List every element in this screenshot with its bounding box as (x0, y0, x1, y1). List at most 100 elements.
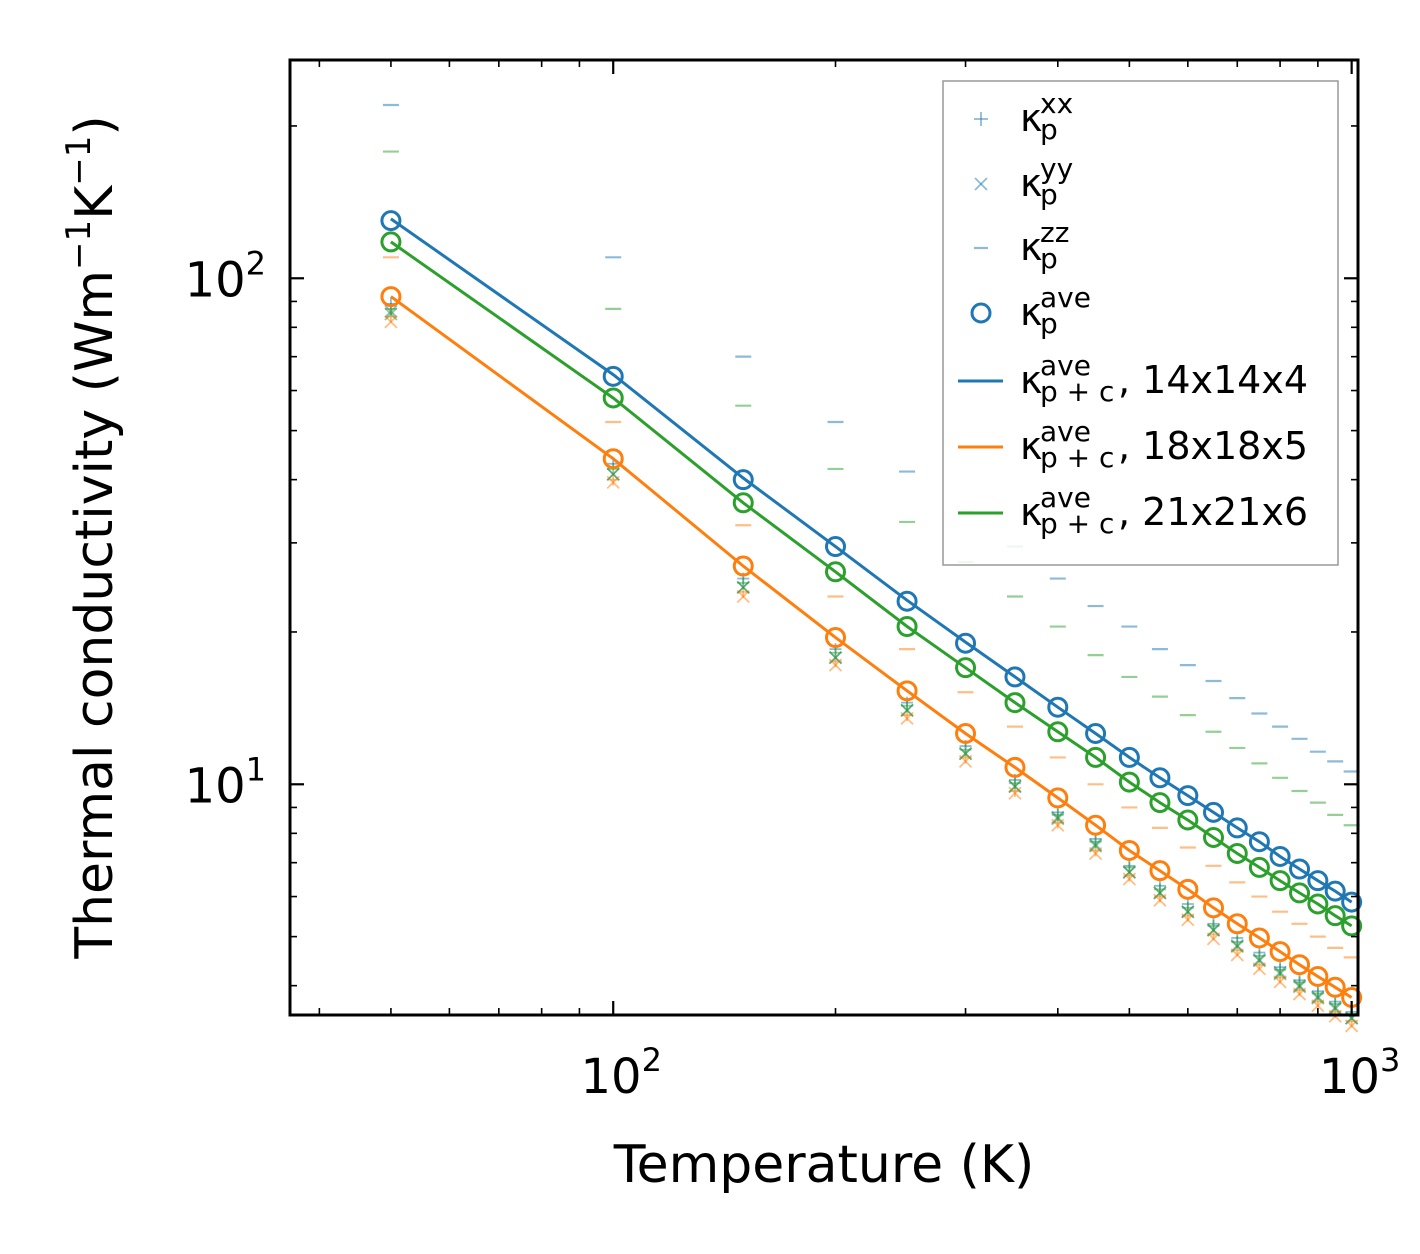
y-axis-label: Thermal conductivity (Wm−1K−1) (59, 115, 125, 959)
kave-points-18x18x5 (380, 286, 1363, 1009)
plot-frame (288, 58, 1360, 1017)
kave-point (602, 365, 624, 387)
kave-point (1004, 692, 1026, 714)
kave-point (1289, 954, 1311, 976)
tick-label-base: 10 (580, 1049, 641, 1105)
legend-subscript: p (1040, 178, 1058, 211)
kyy-point (606, 467, 620, 481)
legend-superscript: ave (1040, 281, 1091, 314)
kave-point (602, 387, 624, 409)
kave-point (1307, 966, 1329, 988)
tick-label-base: 10 (185, 758, 246, 814)
x-axis-label: Temperature (K) (613, 1135, 1035, 1195)
kave-point (1004, 666, 1026, 688)
legend-superscript: ave (1040, 349, 1091, 382)
kave-point (1047, 787, 1069, 809)
kave-point (1177, 809, 1199, 831)
legend-kappa: κ (1020, 290, 1042, 334)
legend-subscript: p + c (1040, 507, 1114, 540)
kave-point (1177, 785, 1199, 807)
y-tick-label: 102 (185, 244, 266, 308)
kyy-point (828, 650, 843, 665)
y-axis-label-exp1: −1 (59, 220, 99, 270)
y-axis-label-end: ) (65, 115, 125, 135)
kave-point (1085, 746, 1107, 768)
kave-point (1289, 882, 1311, 904)
legend-suffix: , 18x18x5 (1118, 424, 1308, 468)
kave-point (955, 723, 977, 745)
legend-subscript: p (1040, 242, 1058, 275)
kave-point (1307, 870, 1329, 892)
x-tick-label: 102 (580, 1041, 661, 1105)
legend-subscript: p (1040, 307, 1058, 340)
kave-point (1047, 721, 1069, 743)
kpc-line-18x18x5 (390, 295, 1353, 999)
legend-kappa: κ (1020, 424, 1042, 468)
kave-point (1047, 696, 1069, 718)
kyy-point (1230, 939, 1244, 954)
kave-point (1269, 941, 1291, 963)
kyy-point (900, 703, 914, 717)
kyy-point (1051, 818, 1065, 832)
kave-point (896, 616, 918, 638)
kave-point (1341, 915, 1363, 937)
kave-point (380, 210, 402, 232)
tick-label-base: 10 (185, 252, 246, 308)
kave-point (1324, 976, 1346, 998)
kyy-point (958, 746, 973, 761)
legend-kappa: κ (1020, 161, 1042, 205)
kyy-point (1122, 865, 1136, 879)
legend-plus-marker (974, 112, 988, 126)
kave-point (1149, 792, 1171, 814)
kave-point (732, 492, 754, 514)
kyy-point (1292, 980, 1307, 994)
kave-point (1307, 893, 1329, 915)
kave-point (955, 657, 977, 679)
plot-marks (380, 103, 1363, 1033)
kave-point (1226, 842, 1248, 864)
kyy-point (1088, 839, 1103, 853)
kave-point (1004, 756, 1026, 778)
kave-point (380, 231, 402, 253)
tick-label-exp: 3 (1380, 1041, 1400, 1079)
legend-kappa: κ (1020, 358, 1042, 402)
legend-superscript: yy (1040, 152, 1073, 185)
kave-point (1248, 831, 1270, 853)
kyy-point (1051, 812, 1065, 826)
legend-kappa: κ (1020, 490, 1042, 534)
kave-point (1226, 817, 1248, 839)
tick-label-exp: 2 (246, 244, 266, 282)
kave-point (1324, 905, 1346, 927)
kave-point (1149, 767, 1171, 789)
kave-point (1226, 913, 1248, 935)
kave-point (955, 632, 977, 654)
kave-point (1269, 870, 1291, 892)
kave-point (896, 680, 918, 702)
legend-subscript: p + c (1040, 375, 1114, 408)
x-tick-label: 103 (1319, 1041, 1400, 1105)
legend-circle-marker (970, 302, 992, 324)
kave-point (1085, 814, 1107, 836)
kyy-point (1122, 872, 1136, 886)
kave-point (1118, 771, 1140, 793)
kave-point (825, 627, 847, 649)
legend-kappa: κ (1020, 96, 1042, 140)
legend-box (942, 80, 1339, 566)
kave-point (825, 561, 847, 583)
kpc-line-21x21x6 (390, 240, 1353, 928)
kyy-point (736, 580, 750, 595)
kyy-point (1311, 991, 1325, 1005)
y-axis-label-mid: K (65, 184, 125, 220)
tick-label-base: 10 (1319, 1049, 1380, 1105)
kave-point (1085, 723, 1107, 745)
kave-points-14x14x4 (380, 210, 1363, 913)
kyy-point (1328, 1002, 1342, 1016)
kave-point (1118, 839, 1140, 861)
tick-label-exp: 2 (642, 1041, 662, 1079)
legend-suffix: , 21x21x6 (1118, 490, 1308, 534)
kave-point (896, 590, 918, 612)
